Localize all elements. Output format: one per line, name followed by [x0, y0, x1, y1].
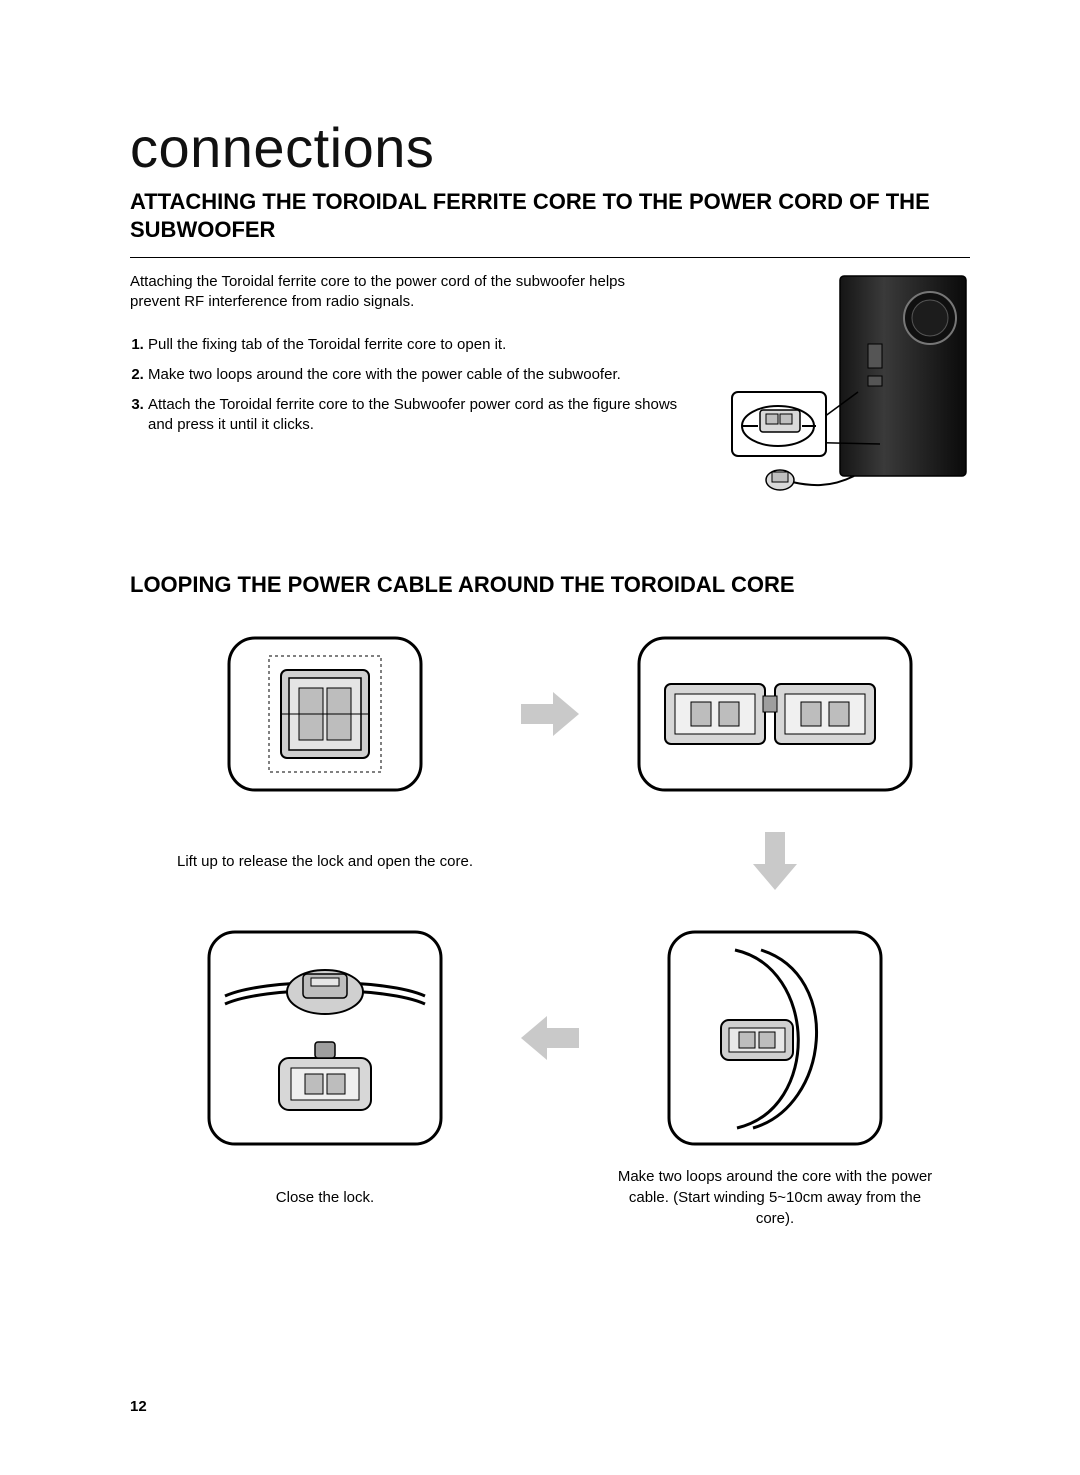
caption-open-core: Lift up to release the lock and open the…: [177, 851, 473, 872]
subheading-ferrite: ATTACHING THE TOROIDAL FERRITE CORE TO T…: [130, 188, 970, 243]
section-title: connections: [130, 120, 970, 176]
intro-paragraph: Attaching the Toroidal ferrite core to t…: [130, 272, 660, 313]
looping-diagram-grid: Lift up to release the lock and open the…: [130, 634, 970, 1247]
arrow-left-icon: [521, 1014, 579, 1062]
manual-page: connections ATTACHING THE TOROIDAL FERRI…: [0, 0, 1080, 1475]
attach-steps-list: Pull the fixing tab of the Toroidal ferr…: [130, 335, 688, 436]
panel-open-core: [225, 634, 425, 794]
step-3: Attach the Toroidal ferrite core to the …: [148, 395, 688, 436]
arrow-right-icon: [521, 690, 579, 738]
caption-close-lock: Close the lock.: [276, 1187, 374, 1208]
subheading-looping: LOOPING THE POWER CABLE AROUND THE TOROI…: [130, 572, 970, 598]
panel-open-core-side: [635, 634, 915, 794]
step-2: Make two loops around the core with the …: [148, 365, 688, 385]
divider: [130, 257, 970, 258]
arrow-down-icon: [751, 832, 799, 890]
attach-section: Attaching the Toroidal ferrite core to t…: [130, 272, 970, 502]
subwoofer-illustration: [730, 272, 970, 502]
page-number: 12: [130, 1398, 147, 1415]
caption-wrap-cable: Make two loops around the core with the …: [615, 1166, 935, 1229]
panel-wrap-cable: [665, 928, 885, 1148]
panel-close-lock: [205, 928, 445, 1148]
attach-text-col: Attaching the Toroidal ferrite core to t…: [130, 272, 712, 460]
step-1: Pull the fixing tab of the Toroidal ferr…: [148, 335, 688, 355]
